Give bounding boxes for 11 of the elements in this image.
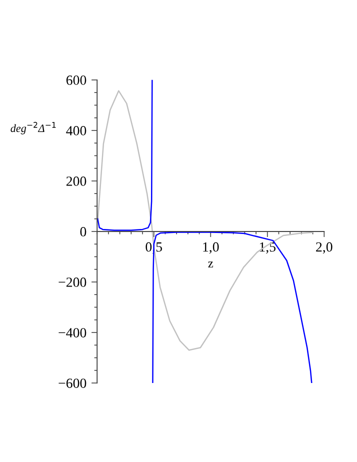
y-tick-label: 0: [80, 227, 86, 236]
y-tick-label: −600: [58, 378, 86, 388]
x-tick-label: 2,0: [316, 242, 332, 254]
x-axis-title: z: [208, 262, 214, 268]
y-tick-label: 200: [66, 176, 86, 186]
y-tick-label: 600: [66, 76, 86, 85]
y-tick-label: 400: [66, 126, 86, 136]
y-tick-label: −400: [58, 328, 86, 338]
x-tick-label: 1,0: [203, 242, 219, 254]
y-tick-label: −200: [58, 278, 86, 287]
y-axis-title: deg$^{−2}$Δ$^{−1}$: [10, 122, 56, 134]
